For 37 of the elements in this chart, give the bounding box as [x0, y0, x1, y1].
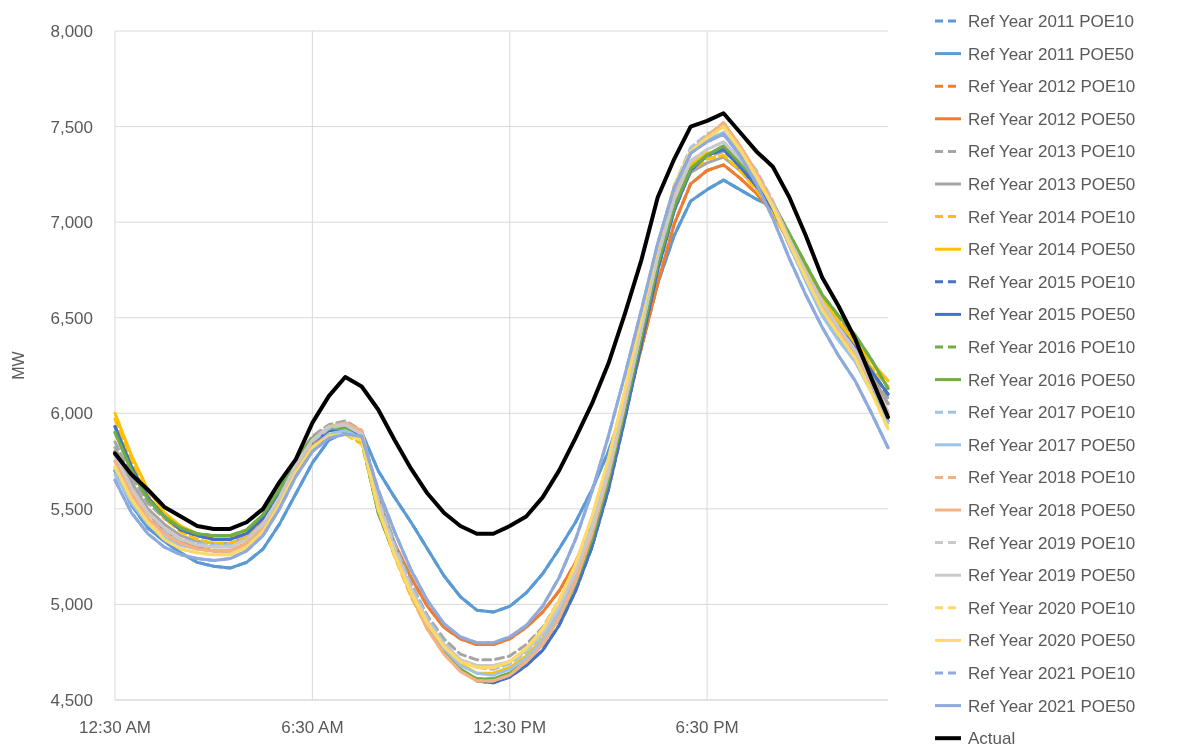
y-tick-label: 7,500: [50, 117, 93, 137]
y-tick-label: 6,500: [50, 308, 93, 328]
legend-label: Ref Year 2012 POE50: [968, 109, 1136, 129]
legend-label: Ref Year 2016 POE10: [968, 337, 1136, 357]
y-axis-title: MW: [10, 350, 27, 380]
x-tick-label: 12:30 AM: [79, 718, 151, 737]
y-tick-label: 6,000: [50, 404, 93, 424]
legend-label: Ref Year 2019 POE50: [968, 566, 1136, 586]
legend-label: Ref Year 2016 POE50: [968, 370, 1136, 390]
y-tick-label: 4,500: [50, 690, 93, 710]
legend-label: Ref Year 2017 POE50: [968, 435, 1136, 455]
legend-label: Ref Year 2021 POE50: [968, 696, 1136, 716]
legend-label: Ref Year 2014 POE10: [968, 207, 1136, 227]
legend-label: Ref Year 2020 POE50: [968, 631, 1136, 651]
legend-label: Actual: [968, 729, 1016, 749]
y-tick-label: 5,000: [50, 595, 93, 615]
y-tick-label: 5,500: [50, 499, 93, 519]
legend-label: Ref Year 2017 POE10: [968, 403, 1136, 423]
x-tick-label: 12:30 PM: [473, 718, 547, 737]
legend-label: Ref Year 2014 POE50: [968, 240, 1136, 260]
legend-label: Ref Year 2018 POE50: [968, 500, 1136, 520]
legend-label: Ref Year 2015 POE10: [968, 272, 1136, 292]
legend-label: Ref Year 2015 POE50: [968, 305, 1136, 325]
legend-label: Ref Year 2013 POE50: [968, 174, 1136, 194]
legend-label: Ref Year 2011 POE10: [968, 11, 1135, 31]
y-tick-label: 8,000: [50, 21, 93, 41]
x-tick-label: 6:30 AM: [281, 718, 344, 737]
y-tick-label: 7,000: [50, 213, 93, 233]
line-series: [113, 111, 890, 536]
legend-label: Ref Year 2011 POE50: [968, 44, 1135, 64]
legend-label: Ref Year 2013 POE10: [968, 142, 1136, 162]
legend-label: Ref Year 2018 POE10: [968, 468, 1136, 488]
x-tick-label: 6:30 PM: [675, 718, 739, 737]
legend-label: Ref Year 2020 POE10: [968, 598, 1136, 618]
legend-label: Ref Year 2019 POE10: [968, 533, 1136, 553]
legend-label: Ref Year 2012 POE10: [968, 77, 1136, 97]
legend-label: Ref Year 2021 POE10: [968, 663, 1136, 683]
